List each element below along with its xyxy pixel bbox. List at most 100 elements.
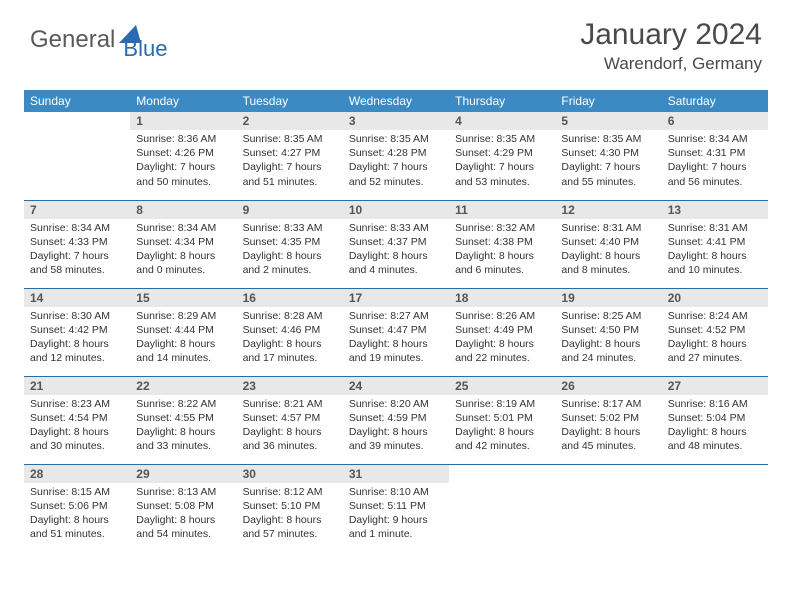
day-number: 24: [343, 377, 449, 395]
week-row: 1Sunrise: 8:36 AMSunset: 4:26 PMDaylight…: [24, 112, 768, 200]
day-details: Sunrise: 8:22 AMSunset: 4:55 PMDaylight:…: [130, 395, 236, 458]
day-details: Sunrise: 8:23 AMSunset: 4:54 PMDaylight:…: [24, 395, 130, 458]
sunset-text: Sunset: 4:35 PM: [243, 235, 337, 249]
daylight-text: Daylight: 8 hours: [30, 337, 124, 351]
day-number: 29: [130, 465, 236, 483]
sunset-text: Sunset: 4:42 PM: [30, 323, 124, 337]
sunrise-text: Sunrise: 8:22 AM: [136, 397, 230, 411]
day-cell: 24Sunrise: 8:20 AMSunset: 4:59 PMDayligh…: [343, 376, 449, 464]
day-cell: 28Sunrise: 8:15 AMSunset: 5:06 PMDayligh…: [24, 464, 130, 552]
day-cell: 12Sunrise: 8:31 AMSunset: 4:40 PMDayligh…: [555, 200, 661, 288]
day-details: Sunrise: 8:32 AMSunset: 4:38 PMDaylight:…: [449, 219, 555, 282]
day-cell: 31Sunrise: 8:10 AMSunset: 5:11 PMDayligh…: [343, 464, 449, 552]
day-header: Saturday: [662, 90, 768, 112]
day-cell: 22Sunrise: 8:22 AMSunset: 4:55 PMDayligh…: [130, 376, 236, 464]
sunrise-text: Sunrise: 8:29 AM: [136, 309, 230, 323]
day-cell: 20Sunrise: 8:24 AMSunset: 4:52 PMDayligh…: [662, 288, 768, 376]
day-cell: 1Sunrise: 8:36 AMSunset: 4:26 PMDaylight…: [130, 112, 236, 200]
sunset-text: Sunset: 4:27 PM: [243, 146, 337, 160]
daylight-text: Daylight: 8 hours: [561, 337, 655, 351]
sunset-text: Sunset: 5:11 PM: [349, 499, 443, 513]
daylight-text: Daylight: 7 hours: [668, 160, 762, 174]
daylight-text: Daylight: 8 hours: [561, 249, 655, 263]
day-number: 13: [662, 201, 768, 219]
logo-word-blue: Blue: [123, 18, 167, 62]
daylight-text: and 52 minutes.: [349, 175, 443, 189]
day-header: Monday: [130, 90, 236, 112]
day-number: 2: [237, 112, 343, 130]
day-cell: 13Sunrise: 8:31 AMSunset: 4:41 PMDayligh…: [662, 200, 768, 288]
day-cell: [555, 464, 661, 552]
day-details: Sunrise: 8:25 AMSunset: 4:50 PMDaylight:…: [555, 307, 661, 370]
week-row: 14Sunrise: 8:30 AMSunset: 4:42 PMDayligh…: [24, 288, 768, 376]
day-number: 22: [130, 377, 236, 395]
day-details: Sunrise: 8:33 AMSunset: 4:37 PMDaylight:…: [343, 219, 449, 282]
day-cell: 11Sunrise: 8:32 AMSunset: 4:38 PMDayligh…: [449, 200, 555, 288]
day-number: 28: [24, 465, 130, 483]
sunset-text: Sunset: 4:52 PM: [668, 323, 762, 337]
day-number: 17: [343, 289, 449, 307]
day-cell: 21Sunrise: 8:23 AMSunset: 4:54 PMDayligh…: [24, 376, 130, 464]
week-row: 28Sunrise: 8:15 AMSunset: 5:06 PMDayligh…: [24, 464, 768, 552]
sunrise-text: Sunrise: 8:16 AM: [668, 397, 762, 411]
sunrise-text: Sunrise: 8:25 AM: [561, 309, 655, 323]
sunset-text: Sunset: 5:10 PM: [243, 499, 337, 513]
day-header: Tuesday: [237, 90, 343, 112]
day-number: 26: [555, 377, 661, 395]
day-cell: 23Sunrise: 8:21 AMSunset: 4:57 PMDayligh…: [237, 376, 343, 464]
daylight-text: and 57 minutes.: [243, 527, 337, 541]
day-details: Sunrise: 8:30 AMSunset: 4:42 PMDaylight:…: [24, 307, 130, 370]
sunrise-text: Sunrise: 8:17 AM: [561, 397, 655, 411]
day-cell: 18Sunrise: 8:26 AMSunset: 4:49 PMDayligh…: [449, 288, 555, 376]
day-header: Wednesday: [343, 90, 449, 112]
day-cell: 27Sunrise: 8:16 AMSunset: 5:04 PMDayligh…: [662, 376, 768, 464]
sunrise-text: Sunrise: 8:35 AM: [243, 132, 337, 146]
daylight-text: and 54 minutes.: [136, 527, 230, 541]
sunrise-text: Sunrise: 8:28 AM: [243, 309, 337, 323]
sunset-text: Sunset: 4:59 PM: [349, 411, 443, 425]
daylight-text: Daylight: 8 hours: [668, 425, 762, 439]
day-header: Sunday: [24, 90, 130, 112]
daylight-text: and 50 minutes.: [136, 175, 230, 189]
day-cell: 5Sunrise: 8:35 AMSunset: 4:30 PMDaylight…: [555, 112, 661, 200]
daylight-text: Daylight: 8 hours: [136, 249, 230, 263]
sunrise-text: Sunrise: 8:31 AM: [668, 221, 762, 235]
sunset-text: Sunset: 5:04 PM: [668, 411, 762, 425]
daylight-text: Daylight: 8 hours: [561, 425, 655, 439]
day-details: Sunrise: 8:35 AMSunset: 4:29 PMDaylight:…: [449, 130, 555, 193]
day-header: Thursday: [449, 90, 555, 112]
daylight-text: and 12 minutes.: [30, 351, 124, 365]
sunset-text: Sunset: 4:29 PM: [455, 146, 549, 160]
day-number: 4: [449, 112, 555, 130]
sunrise-text: Sunrise: 8:12 AM: [243, 485, 337, 499]
day-number: 12: [555, 201, 661, 219]
day-details: Sunrise: 8:34 AMSunset: 4:34 PMDaylight:…: [130, 219, 236, 282]
daylight-text: and 45 minutes.: [561, 439, 655, 453]
day-number: 3: [343, 112, 449, 130]
location-subtitle: Warendorf, Germany: [580, 54, 762, 74]
week-row: 7Sunrise: 8:34 AMSunset: 4:33 PMDaylight…: [24, 200, 768, 288]
day-cell: [662, 464, 768, 552]
daylight-text: Daylight: 8 hours: [243, 425, 337, 439]
sunrise-text: Sunrise: 8:10 AM: [349, 485, 443, 499]
sunset-text: Sunset: 5:02 PM: [561, 411, 655, 425]
day-details: Sunrise: 8:33 AMSunset: 4:35 PMDaylight:…: [237, 219, 343, 282]
day-details: Sunrise: 8:26 AMSunset: 4:49 PMDaylight:…: [449, 307, 555, 370]
daylight-text: Daylight: 8 hours: [455, 249, 549, 263]
day-details: Sunrise: 8:20 AMSunset: 4:59 PMDaylight:…: [343, 395, 449, 458]
day-number: 31: [343, 465, 449, 483]
day-number: 14: [24, 289, 130, 307]
sunset-text: Sunset: 4:44 PM: [136, 323, 230, 337]
sunrise-text: Sunrise: 8:30 AM: [30, 309, 124, 323]
daylight-text: and 58 minutes.: [30, 263, 124, 277]
logo-word-general: General: [30, 26, 115, 54]
daylight-text: and 2 minutes.: [243, 263, 337, 277]
day-cell: 9Sunrise: 8:33 AMSunset: 4:35 PMDaylight…: [237, 200, 343, 288]
daylight-text: Daylight: 8 hours: [455, 425, 549, 439]
sunset-text: Sunset: 4:37 PM: [349, 235, 443, 249]
day-details: Sunrise: 8:24 AMSunset: 4:52 PMDaylight:…: [662, 307, 768, 370]
day-details: Sunrise: 8:17 AMSunset: 5:02 PMDaylight:…: [555, 395, 661, 458]
sunrise-text: Sunrise: 8:27 AM: [349, 309, 443, 323]
sunrise-text: Sunrise: 8:35 AM: [455, 132, 549, 146]
month-title: January 2024: [580, 18, 762, 52]
